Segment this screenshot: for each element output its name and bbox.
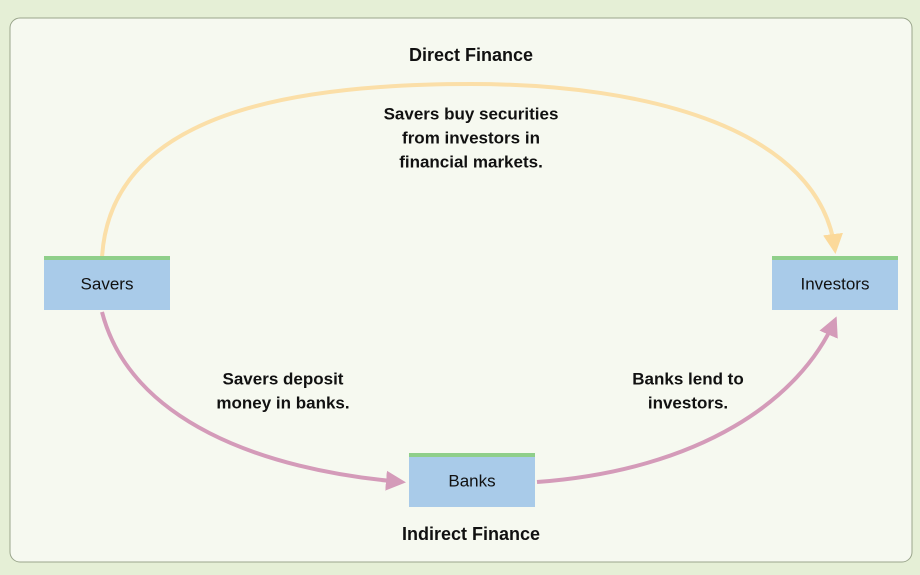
edge-text: Banks lend to [632, 369, 743, 388]
top-label: Direct Finance [409, 45, 533, 65]
panel [9, 17, 913, 563]
edge-text: investors. [648, 393, 728, 412]
deposit-arrow [100, 311, 406, 491]
node-bar [772, 256, 898, 260]
node-label: Savers [81, 274, 134, 293]
node-bar [409, 453, 535, 457]
edge-text: financial markets. [399, 152, 543, 171]
bottom-label: Indirect Finance [402, 524, 540, 544]
node-label: Banks [448, 471, 495, 490]
direct-arrow [100, 81, 843, 259]
node-box [44, 258, 170, 310]
node-box [772, 258, 898, 310]
edge-text: Savers deposit [223, 369, 344, 388]
lend-arrow [536, 316, 838, 484]
edge-text: Savers buy securities [384, 104, 559, 123]
node-label: Investors [801, 274, 870, 293]
edge-text: from investors in [402, 128, 540, 147]
edge-text: money in banks. [216, 393, 349, 412]
node-box [409, 455, 535, 507]
node-bar [44, 256, 170, 260]
